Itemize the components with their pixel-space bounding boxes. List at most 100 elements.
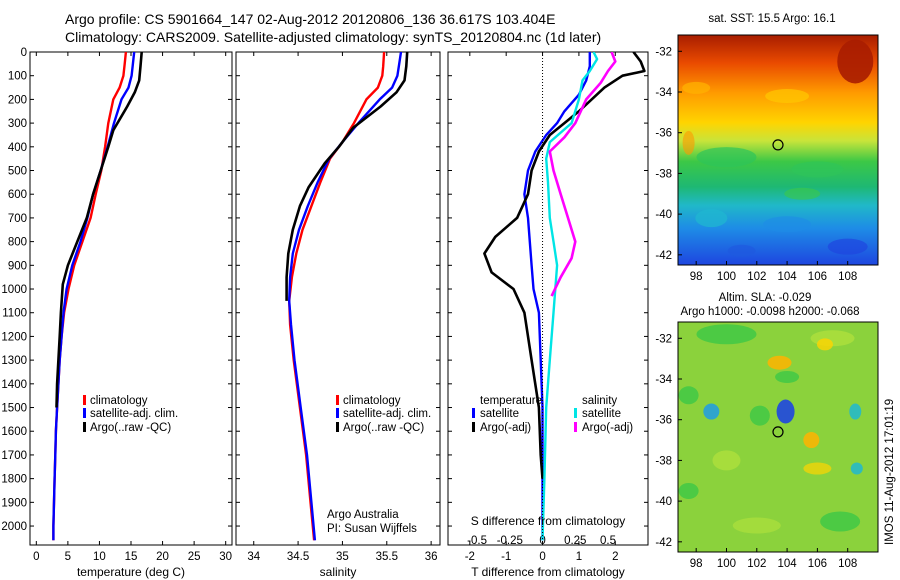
- sla-map-axes: 98 100 102 104 106 108 -32 -34 -36 -38 -40 -42: [655, 333, 857, 570]
- series-line-argo--adj-: [483, 52, 646, 479]
- sst-map: [677, 34, 879, 266]
- argo-australia-text: Argo Australia: [327, 509, 399, 521]
- salinity-plot-frame: [235, 51, 441, 546]
- map-patch: [850, 462, 863, 475]
- x-tick-label: 2: [612, 551, 618, 563]
- map-patch: [775, 370, 800, 383]
- series-line-satellite-adj--clim-: [52, 52, 136, 541]
- x-tick-label: 104: [777, 558, 797, 570]
- y-tick-label: 500: [8, 166, 27, 178]
- difference-legend: temperature salinity satellite Argo(-adj…: [472, 395, 633, 434]
- x-tick-label: 20: [156, 551, 169, 563]
- y-tick-label: 100: [8, 71, 27, 83]
- y-tick-label: -42: [655, 250, 672, 262]
- x-tick-label: 108: [838, 271, 857, 283]
- x-tick-label: 100: [717, 558, 736, 570]
- legend-label-s-satellite: satellite: [582, 408, 621, 420]
- map-patch: [776, 399, 795, 424]
- x-tick-label: 15: [125, 551, 138, 563]
- x-tick-label: 10: [93, 551, 106, 563]
- y-tick-label: 600: [8, 189, 27, 201]
- s-tick-label: 0.5: [600, 535, 616, 547]
- map-patch: [827, 238, 868, 255]
- y-tick-label: 700: [8, 213, 27, 225]
- map-patch: [765, 89, 810, 104]
- y-tick-label: -34: [655, 374, 672, 386]
- x-tick-label: -2: [465, 551, 475, 563]
- series-line-argo---raw--qc-: [55, 52, 143, 408]
- map-patch: [696, 324, 757, 345]
- y-tick-label: -42: [655, 537, 672, 549]
- series-group: [52, 52, 143, 541]
- legend-swatch-t-satellite: [472, 408, 475, 418]
- map-patch: [696, 147, 757, 168]
- legend-label-argo: Argo(..raw -QC): [343, 422, 424, 434]
- x-tick-label: 25: [188, 551, 201, 563]
- map-patch: [678, 386, 699, 405]
- x-tick-label: 35: [336, 551, 349, 563]
- legend-label-climatology: climatology: [90, 395, 148, 407]
- legend-label-satellite: satellite-adj. clim.: [90, 408, 178, 420]
- legend-swatch-climatology: [83, 395, 86, 405]
- y-tick-label: -34: [655, 87, 672, 99]
- sst-map-frame: [677, 34, 879, 266]
- legend-swatch-s-argo: [574, 422, 577, 432]
- y-tick-label: 1600: [1, 426, 27, 438]
- sst-map-texture: [682, 39, 874, 257]
- sst-map-axes: 98 100 102 104 106 108 -32 -34 -36 -38 -40 -42: [655, 46, 857, 283]
- map-patch: [678, 482, 699, 499]
- y-tick-label: 900: [8, 260, 27, 272]
- legend-swatch-climatology: [336, 395, 339, 405]
- legend-label-t-satellite: satellite: [480, 408, 519, 420]
- argo-position-marker: [772, 426, 784, 438]
- map-patch: [682, 81, 711, 94]
- y-tick-label: 1500: [1, 403, 27, 415]
- y-tick-label: 1400: [1, 379, 27, 391]
- map-patch: [767, 355, 792, 370]
- x-tick-label: 98: [690, 558, 703, 570]
- legend-swatch-s-satellite: [574, 408, 577, 418]
- temperature-plot-frame: [29, 51, 233, 546]
- y-tick-label: -36: [655, 415, 672, 427]
- y-tick-label: -32: [655, 333, 672, 345]
- y-tick-label: 2000: [1, 521, 27, 533]
- temperature-xlabel: temperature (deg C): [77, 565, 185, 579]
- x-tick-label: 102: [747, 558, 766, 570]
- x-tick-label: 106: [808, 271, 827, 283]
- y-tick-label: 1200: [1, 331, 27, 343]
- sst-map-title: sat. SST: 15.5 Argo: 16.1: [708, 13, 835, 25]
- legend-label-t-argo: Argo(-adj): [480, 422, 531, 434]
- pi-text: PI: Susan Wijffels: [327, 523, 417, 535]
- map-patch: [703, 403, 720, 420]
- series-group: [483, 52, 646, 541]
- difference-xlabel: T difference from climatology: [471, 565, 625, 579]
- x-tick-label: 5: [65, 551, 71, 563]
- x-tick-label: 108: [838, 558, 857, 570]
- map-patch: [849, 403, 862, 420]
- sla-map-frame: [677, 321, 879, 553]
- x-tick-label: 98: [690, 271, 703, 283]
- sla-map: [677, 321, 879, 553]
- legend-header-salinity: salinity: [582, 395, 617, 407]
- difference-plot-frame: [447, 51, 649, 546]
- series-group: [285, 52, 409, 541]
- y-tick-label: 800: [8, 237, 27, 249]
- y-tick-label: 200: [8, 94, 27, 106]
- legend-label-climatology: climatology: [343, 395, 401, 407]
- sla-map-texture: [678, 324, 863, 534]
- y-tick-label: -38: [655, 168, 672, 180]
- salinity-legend: climatology satellite-adj. clim. Argo(..…: [336, 395, 431, 434]
- y-tick-label: -36: [655, 128, 672, 140]
- map-patch: [791, 161, 844, 178]
- s-tick-label: -0.5: [467, 535, 487, 547]
- y-tick-label: 1100: [2, 308, 27, 320]
- x-tick-label: 30: [219, 551, 232, 563]
- y-tick-label: 1800: [1, 474, 27, 486]
- series-line-satellite: [523, 52, 591, 541]
- legend-swatch-satellite: [336, 408, 339, 418]
- x-tick-label: 102: [747, 271, 766, 283]
- map-patch: [749, 405, 770, 426]
- map-patch: [763, 216, 812, 233]
- sla-map-title: Altim. SLA: -0.029: [719, 292, 812, 304]
